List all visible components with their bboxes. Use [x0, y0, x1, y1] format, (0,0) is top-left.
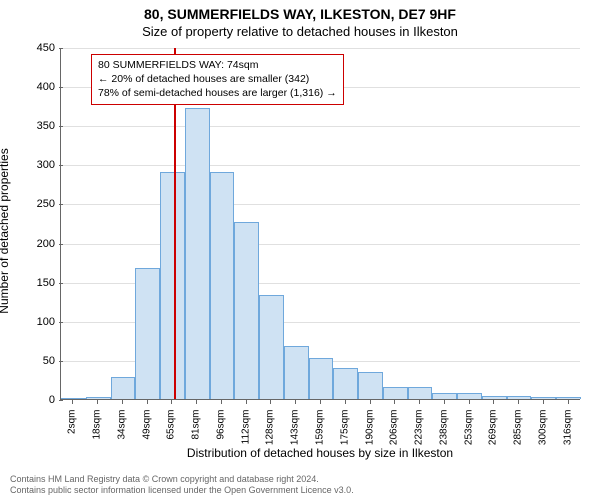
- histogram-bar: [160, 172, 185, 399]
- x-tick-label: 159sqm: [315, 410, 326, 450]
- x-tick-label: 34sqm: [116, 410, 127, 450]
- x-tick-label: 112sqm: [240, 410, 251, 450]
- histogram-bar: [135, 268, 160, 399]
- chart-attribution: Contains HM Land Registry data © Crown c…: [10, 474, 590, 496]
- x-tick-label: 175sqm: [339, 410, 350, 450]
- y-axis-label: Number of detached properties: [0, 148, 11, 313]
- attribution-line-1: Contains HM Land Registry data © Crown c…: [10, 474, 590, 485]
- x-tick-label: 285sqm: [513, 410, 524, 450]
- histogram-bar: [482, 396, 507, 399]
- histogram-bar: [284, 346, 309, 399]
- x-tick-label: 2sqm: [67, 410, 78, 450]
- x-tick-label: 49sqm: [141, 410, 152, 450]
- annotation-line: 78% of semi-detached houses are larger (…: [98, 86, 337, 100]
- y-tick-label: 50: [0, 355, 55, 367]
- annotation-line: ← 20% of detached houses are smaller (34…: [98, 72, 337, 86]
- x-tick-label: 18sqm: [92, 410, 103, 450]
- plot-area: 80 SUMMERFIELDS WAY: 74sqm← 20% of detac…: [60, 48, 580, 400]
- y-tick-label: 150: [0, 277, 55, 289]
- x-tick-label: 253sqm: [463, 410, 474, 450]
- histogram-bar: [383, 387, 408, 400]
- attribution-line-2: Contains public sector information licen…: [10, 485, 590, 496]
- y-tick-label: 450: [0, 42, 55, 54]
- histogram-bar: [507, 396, 532, 399]
- x-tick-label: 65sqm: [166, 410, 177, 450]
- x-tick-label: 128sqm: [265, 410, 276, 450]
- histogram-bar: [309, 358, 334, 399]
- y-tick-label: 350: [0, 120, 55, 132]
- chart-title-address: 80, SUMMERFIELDS WAY, ILKESTON, DE7 9HF: [0, 6, 600, 22]
- annotation-line: 80 SUMMERFIELDS WAY: 74sqm: [98, 58, 337, 72]
- x-tick-label: 316sqm: [562, 410, 573, 450]
- y-tick-label: 400: [0, 81, 55, 93]
- histogram-bar: [210, 172, 235, 399]
- x-tick-label: 300sqm: [537, 410, 548, 450]
- property-size-chart: 80, SUMMERFIELDS WAY, ILKESTON, DE7 9HF …: [0, 0, 600, 500]
- x-tick-label: 223sqm: [414, 410, 425, 450]
- y-tick-label: 100: [0, 316, 55, 328]
- y-tick-label: 250: [0, 198, 55, 210]
- histogram-bar: [408, 387, 433, 400]
- histogram-bar: [358, 372, 383, 399]
- x-axis-label: Distribution of detached houses by size …: [60, 446, 580, 460]
- y-tick-label: 300: [0, 159, 55, 171]
- histogram-bar: [86, 397, 111, 399]
- histogram-bar: [185, 108, 210, 399]
- histogram-bar: [61, 398, 86, 399]
- histogram-bar: [457, 393, 482, 399]
- x-tick-label: 238sqm: [438, 410, 449, 450]
- histogram-bar: [432, 393, 457, 399]
- y-tick-label: 0: [0, 394, 55, 406]
- x-tick-label: 206sqm: [389, 410, 400, 450]
- y-tick-label: 200: [0, 238, 55, 250]
- x-tick-label: 96sqm: [215, 410, 226, 450]
- annotation-box: 80 SUMMERFIELDS WAY: 74sqm← 20% of detac…: [91, 54, 344, 105]
- x-tick-label: 190sqm: [364, 410, 375, 450]
- x-tick-label: 143sqm: [290, 410, 301, 450]
- histogram-bar: [259, 295, 284, 399]
- histogram-bar: [333, 368, 358, 399]
- x-tick-label: 81sqm: [191, 410, 202, 450]
- chart-subtitle: Size of property relative to detached ho…: [0, 24, 600, 39]
- histogram-bar: [531, 397, 556, 399]
- x-tick-label: 269sqm: [488, 410, 499, 450]
- histogram-bar: [111, 377, 136, 399]
- histogram-bar: [556, 397, 581, 399]
- histogram-bar: [234, 222, 259, 399]
